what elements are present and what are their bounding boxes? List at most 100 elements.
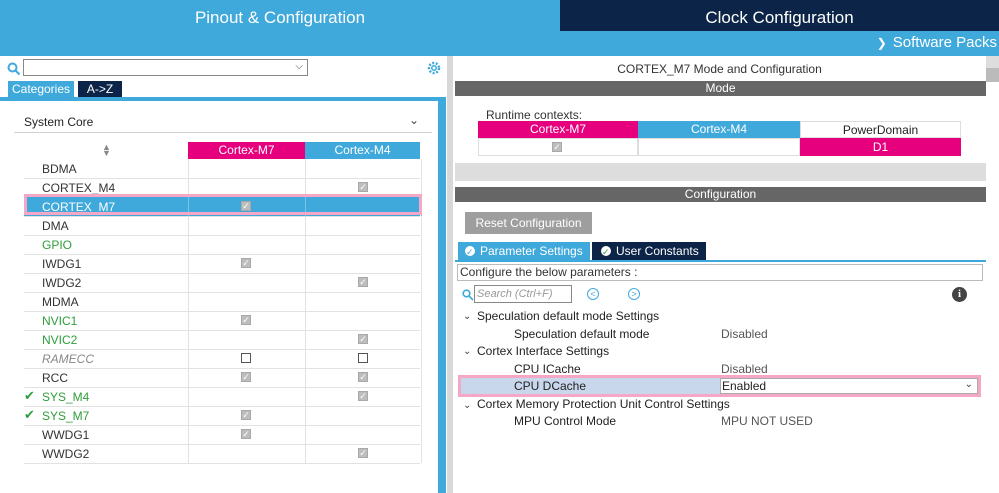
left-scrollbar[interactable] (438, 101, 446, 493)
tab-clock-configuration[interactable]: Clock Configuration (560, 0, 999, 31)
table-row[interactable]: NVIC1 ✓ (24, 311, 422, 331)
m4-cell: ✓ (305, 178, 422, 197)
checkbox[interactable]: ✓ (241, 372, 251, 382)
search-combobox[interactable]: ⌵ (23, 59, 308, 76)
sort-icon[interactable]: ▲ ▼ (102, 142, 111, 158)
component-name: NVIC1 (42, 314, 78, 328)
scroll-up-button[interactable] (986, 56, 999, 68)
table-row[interactable]: ✔ SYS_M4 ✓ (24, 387, 422, 407)
tab-a-z[interactable]: A->Z (78, 81, 122, 98)
chevron-down-icon[interactable]: ⌄ (463, 346, 472, 357)
checkbox[interactable]: ✓ (241, 201, 251, 211)
component-name: IWDG2 (42, 276, 82, 290)
scrollbar-thumb[interactable] (986, 68, 999, 82)
column-header-cortex-m4: Cortex-M4 (305, 142, 420, 159)
group-speculation[interactable]: Speculation default mode Settings (477, 309, 660, 323)
table-row[interactable]: GPIO (24, 235, 422, 255)
table-header: ▲ ▼ Cortex-M7 Cortex-M4 (24, 142, 420, 159)
checkbox[interactable]: ✓ (358, 277, 368, 287)
checkbox[interactable]: ✓ (241, 429, 251, 439)
checkbox[interactable]: ✓ (358, 448, 368, 458)
m7-cell (188, 349, 306, 368)
checkbox[interactable]: ✓ (358, 334, 368, 344)
chevron-down-icon[interactable]: ⌄ (463, 400, 472, 411)
system-core-header[interactable] (14, 108, 432, 133)
m7-cell (188, 178, 306, 197)
table-row[interactable]: IWDG2 ✓ (24, 273, 422, 293)
checkbox[interactable]: ✓ (358, 182, 368, 192)
checkbox[interactable]: ✓ (358, 391, 368, 401)
checkbox[interactable] (241, 353, 251, 363)
section-splitter[interactable] (455, 163, 986, 181)
value-speculation-mode[interactable]: Disabled (721, 327, 768, 341)
config-description: Configure the below parameters : (457, 264, 983, 281)
configuration-section-header: Configuration (455, 187, 986, 202)
runtime-header-cortex-m4: Cortex-M4 (638, 121, 800, 138)
m7-cell (188, 159, 306, 178)
system-core-label: System Core (24, 115, 94, 129)
m7-cell: ✓ (188, 425, 306, 444)
value-cpu-dcache[interactable]: Enabled (722, 379, 767, 393)
m4-cell (305, 235, 422, 254)
checkbox[interactable] (358, 353, 368, 363)
m4-cell: ✓ (305, 444, 422, 463)
tab-user-constants[interactable]: User Constants (592, 242, 706, 261)
power-domain-value[interactable]: D1 (800, 138, 961, 156)
m4-cell (305, 425, 422, 444)
tab-label: Parameter Settings (480, 244, 583, 258)
value-mpu-control-mode[interactable]: MPU NOT USED (721, 414, 813, 428)
checkbox[interactable]: ✓ (241, 410, 251, 420)
m4-cell: ✓ (305, 273, 422, 292)
table-row[interactable]: WWDG1 ✓ (24, 425, 422, 445)
search-icon (7, 62, 21, 76)
cpu-dcache-select[interactable]: ⌄ (720, 378, 978, 394)
checkbox[interactable]: ✓ (241, 258, 251, 268)
chevron-down-icon[interactable]: ⌄ (463, 311, 472, 322)
value-cpu-icache[interactable]: Disabled (721, 362, 768, 376)
runtime-contexts-label: Runtime contexts: (486, 108, 583, 122)
table-row[interactable]: IWDG1 ✓ (24, 254, 422, 274)
component-name: RCC (42, 371, 68, 385)
table-row[interactable]: WWDG2 ✓ (24, 444, 422, 464)
software-packs-menu[interactable]: ❯ Software Packs (877, 34, 997, 51)
tab-parameter-settings[interactable]: Parameter Settings (458, 242, 590, 261)
gear-icon[interactable] (426, 60, 442, 76)
chevron-down-icon: ⌄ (964, 379, 973, 390)
m7-cell: ✓ (188, 406, 306, 425)
group-cortex-interface[interactable]: Cortex Interface Settings (477, 344, 610, 358)
table-row[interactable]: RAMECC (24, 349, 422, 369)
m4-cell: ✓ (305, 330, 422, 349)
left-panel (0, 56, 446, 493)
runtime-cell-m7 (478, 138, 638, 156)
tab-pinout-configuration[interactable]: Pinout & Configuration (0, 0, 560, 31)
next-match-icon[interactable]: > (628, 288, 640, 300)
tab-categories[interactable]: Categories (8, 81, 74, 98)
table-row[interactable]: NVIC2 ✓ (24, 330, 422, 350)
previous-match-icon[interactable]: < (587, 288, 599, 300)
param-cpu-dcache: CPU DCache (514, 379, 587, 393)
chevron-down-icon[interactable]: ⌄ (409, 113, 420, 127)
parameter-search-input[interactable]: Search (Ctrl+F) (474, 285, 572, 303)
component-name: SYS_M7 (42, 409, 90, 423)
tab-underline (0, 97, 446, 101)
checkbox[interactable]: ✓ (358, 372, 368, 382)
reset-configuration-button[interactable]: Reset Configuration (465, 212, 592, 234)
search-icon (462, 289, 474, 301)
m7-cell: ✓ (188, 368, 306, 387)
table-row[interactable]: DMA (24, 216, 422, 236)
table-row[interactable]: ✔ SYS_M7 ✓ (24, 406, 422, 426)
table-row[interactable]: RCC ✓ ✓ (24, 368, 422, 388)
param-mpu-control-mode: MPU Control Mode (514, 414, 617, 428)
m7-cell (188, 235, 306, 254)
table-row[interactable]: MDMA (24, 292, 422, 312)
table-row[interactable]: BDMA (24, 159, 422, 179)
m4-cell (305, 349, 422, 368)
group-mpu-control[interactable]: Cortex Memory Protection Unit Control Se… (477, 397, 730, 411)
component-name: IWDG1 (42, 257, 82, 271)
checkbox[interactable]: ✓ (241, 315, 251, 325)
info-icon[interactable]: i (952, 287, 967, 302)
check-circle-icon (465, 243, 475, 261)
m7-cell: ✓ (188, 254, 306, 273)
panel-splitter[interactable] (447, 56, 453, 493)
runtime-m7-checkbox[interactable]: ✓ (552, 142, 562, 152)
